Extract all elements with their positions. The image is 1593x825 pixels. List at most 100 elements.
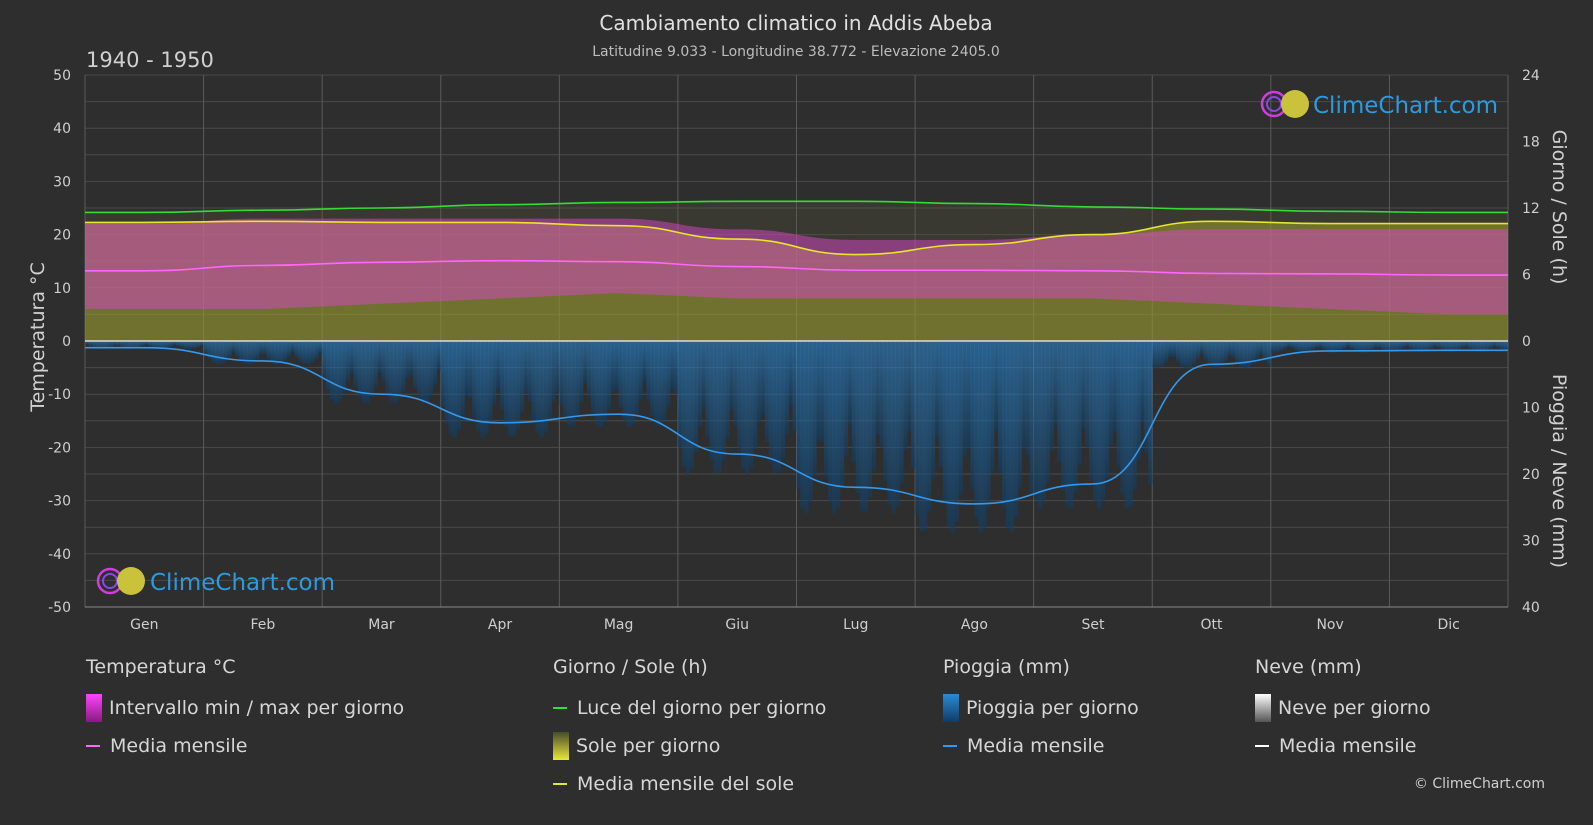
- rain-bar: [1456, 341, 1461, 351]
- rain-bar: [1448, 341, 1453, 352]
- rain-bar: [318, 341, 323, 354]
- rain-bar: [1500, 341, 1505, 351]
- rain-bar: [824, 341, 829, 477]
- rain-bar: [1247, 341, 1252, 368]
- rain-bar: [1258, 341, 1264, 356]
- rain-bar: [1282, 341, 1287, 350]
- rain-bar: [875, 341, 880, 435]
- rain-bar: [1021, 341, 1027, 449]
- rain-bar: [737, 341, 742, 452]
- rain-bar: [1140, 341, 1145, 424]
- rain-bar: [1424, 341, 1430, 351]
- rain-bar: [251, 341, 256, 363]
- rain-bar: [962, 341, 967, 456]
- temp-range-swatch: [86, 694, 102, 722]
- rain-bar: [879, 341, 884, 448]
- rain-bar: [618, 341, 623, 408]
- rain-bar: [1349, 341, 1355, 349]
- rain-bar: [772, 341, 778, 474]
- rain-bar: [1069, 341, 1074, 509]
- rain-bar: [108, 341, 113, 348]
- rain-bar: [373, 341, 378, 387]
- rain-bar: [847, 341, 853, 426]
- rain-bar: [1353, 341, 1359, 352]
- rain-bar: [832, 341, 837, 514]
- rain-bar: [1255, 341, 1260, 359]
- legend-rain-day-label: Pioggia per giorno: [966, 697, 1139, 719]
- legend-temp-range: Intervallo min / max per giorno: [86, 693, 404, 723]
- rain-bar: [606, 341, 612, 410]
- rain-bar: [1310, 341, 1315, 351]
- daylight-line: [84, 200, 1508, 214]
- rain-bar: [1108, 341, 1114, 446]
- legend-snow-mean: Media mensile: [1255, 731, 1431, 761]
- rain-bar: [626, 341, 631, 428]
- rain-bar: [1061, 341, 1066, 491]
- rain-bar: [503, 341, 509, 427]
- sunshine-swatch: [553, 732, 569, 760]
- rain-bar: [511, 341, 517, 437]
- rain-bar: [986, 341, 991, 508]
- left-tick-label: 10: [53, 281, 71, 297]
- rain-bar: [1274, 341, 1280, 353]
- rain-bar: [428, 341, 434, 396]
- temp-range-band: [85, 218, 1508, 315]
- rain-bar: [223, 341, 228, 362]
- x-tick-label: Dic: [1438, 617, 1460, 633]
- rain-bar: [1029, 341, 1034, 495]
- rain-bar: [1128, 341, 1133, 507]
- right-bottom-tick-label: 10: [1522, 401, 1540, 417]
- rain-bar: [1338, 341, 1343, 352]
- rain-bar: [1085, 341, 1090, 448]
- rain-bar: [855, 341, 861, 493]
- left-tick-label: 0: [62, 334, 71, 350]
- rain-bar: [286, 341, 291, 357]
- rain-bar: [132, 341, 137, 349]
- rain-bar: [1472, 341, 1477, 351]
- rain-bar: [666, 341, 671, 407]
- rain-bar: [891, 341, 896, 514]
- rain-bar: [1025, 341, 1031, 456]
- legend-temperature-title: Temperatura °C: [86, 656, 236, 678]
- left-tick-label: -20: [48, 440, 71, 456]
- rain-bar: [587, 341, 592, 398]
- right-top-tick-label: 24: [1522, 68, 1540, 84]
- rain-bar: [104, 341, 110, 349]
- rain-bar: [725, 341, 730, 439]
- rain-bar: [448, 341, 453, 435]
- rain-bar: [1187, 341, 1193, 368]
- rain-bar: [938, 341, 944, 467]
- rain-bar: [1262, 341, 1268, 362]
- rain-bar: [903, 341, 908, 450]
- rain-bar: [1124, 341, 1129, 509]
- rain-bar: [326, 341, 331, 392]
- watermark-top: ClimeChart.com: [1260, 90, 1498, 119]
- right-bottom-tick-label: 30: [1522, 534, 1540, 550]
- rain-bar: [954, 341, 959, 522]
- rain-bar: [1057, 341, 1062, 463]
- left-tick-label: -10: [48, 387, 71, 403]
- sun-mean-swatch: [553, 783, 567, 785]
- rain-bar: [1432, 341, 1438, 347]
- rain-bar: [871, 341, 876, 471]
- rain-bar: [247, 341, 252, 365]
- rain-bar: [1179, 341, 1185, 367]
- rain-bar: [579, 341, 584, 403]
- rain-bar: [1369, 341, 1374, 351]
- rain-bar: [934, 341, 940, 438]
- rain-bar: [713, 341, 718, 473]
- rain-bar: [1132, 341, 1137, 490]
- rain-bar: [567, 341, 572, 427]
- rain-bar: [1073, 341, 1078, 494]
- rain-bar: [361, 341, 366, 404]
- legend-sun-title: Giorno / Sole (h): [553, 656, 708, 678]
- rain-bar: [124, 341, 129, 349]
- legend-sun-mean-label: Media mensile del sole: [577, 773, 795, 795]
- rain-bar: [1444, 341, 1450, 352]
- rain-bar: [994, 341, 999, 431]
- watermark-bottom-text: ClimeChart.com: [150, 570, 335, 596]
- rain-bar: [1223, 341, 1228, 362]
- rain-bar: [843, 341, 849, 456]
- rain-bar: [863, 341, 868, 513]
- rain-bar: [946, 341, 951, 527]
